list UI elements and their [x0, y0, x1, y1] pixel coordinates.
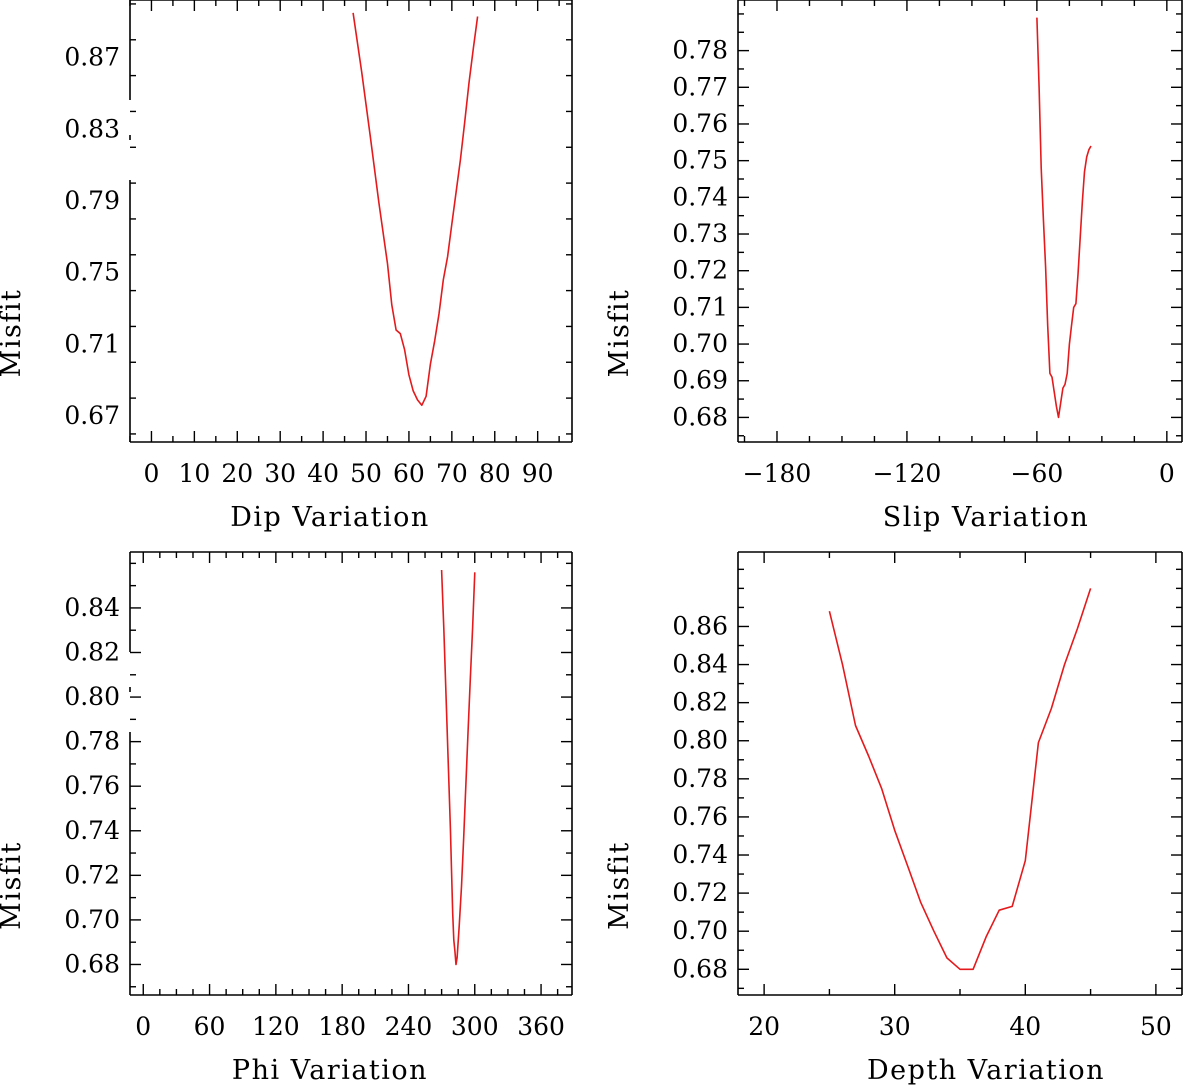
- dip-ytick-label: 0.71: [64, 329, 120, 358]
- phi-panel: 0 60 120 180 240 300 360 0.68 0.70 0.72 0.74 0.76 0.…: [0, 551, 573, 1086]
- dip-series-line: [352, 12, 479, 407]
- phi-y-axis-label: Misfit: [0, 841, 27, 930]
- slip-xtick-label: 0: [1159, 459, 1175, 488]
- phi-ytick-label: 0.76: [64, 771, 120, 800]
- depth-ytick-label: 0.86: [672, 611, 728, 640]
- slip-ytick-label: 0.68: [672, 402, 728, 431]
- slip-series-line: [1036, 17, 1092, 419]
- dip-ytick-label: 0.83: [64, 114, 120, 143]
- depth-xtick-label: 20: [748, 1012, 780, 1041]
- phi-xtick-label: 60: [194, 1012, 226, 1041]
- phi-xtick-label: 360: [517, 1012, 565, 1041]
- slip-panel: −180 −120 −60 0 0.68 0.69 0.70 0.71 0.72 0.73 0.74…: [604, 0, 1183, 533]
- dip-xtick-label: 0: [144, 459, 160, 488]
- slip-xtick-label: −180: [743, 459, 812, 488]
- depth-ytick-label: 0.84: [672, 650, 728, 679]
- depth-ytick-label: 0.76: [672, 802, 728, 831]
- dip-xtick-label: 10: [178, 459, 210, 488]
- dip-x-axis-label: Dip Variation: [230, 502, 430, 533]
- dip-xtick-label: 20: [221, 459, 253, 488]
- slip-ytick-label: 0.76: [672, 109, 728, 138]
- phi-xtick-label: 120: [252, 1012, 300, 1041]
- phi-xtick-label: 180: [318, 1012, 366, 1041]
- depth-series-line: [828, 588, 1092, 971]
- depth-panel: 20 30 40 50 0.68 0.70 0.72 0.74 0.76 0.78 0.80 0.82…: [604, 551, 1183, 1086]
- depth-ytick-label: 0.70: [672, 916, 728, 945]
- dip-panel: 0 10 20 30 40 50 60 70 80 90 0.67 0.71 0.75 0.79 0.83 0…: [0, 0, 573, 533]
- depth-xtick-label: 30: [879, 1012, 911, 1041]
- slip-ytick-label: 0.72: [672, 256, 728, 285]
- depth-ytick-label: 0.74: [672, 840, 728, 869]
- dip-xtick-label: 50: [350, 459, 382, 488]
- slip-xtick-label: −120: [873, 459, 942, 488]
- phi-ytick-label: 0.70: [64, 905, 120, 934]
- dip-xtick-label: 80: [479, 459, 511, 488]
- depth-ytick-label: 0.80: [672, 726, 728, 755]
- depth-xtick-label: 50: [1140, 1012, 1172, 1041]
- dip-ytick-label: 0.75: [64, 258, 120, 287]
- dip-xtick-label: 40: [307, 459, 339, 488]
- slip-ytick-label: 0.73: [672, 219, 728, 248]
- phi-xtick-label: 300: [451, 1012, 499, 1041]
- dip-ytick-label: 0.79: [64, 186, 120, 215]
- slip-ytick-label: 0.69: [672, 366, 728, 395]
- slip-ytick-label: 0.71: [672, 292, 728, 321]
- dip-xtick-label: 30: [264, 459, 296, 488]
- phi-ytick-label: 0.80: [64, 682, 120, 711]
- slip-y-axis-label: Misfit: [604, 289, 635, 378]
- slip-ytick-label: 0.77: [672, 72, 728, 101]
- dip-xtick-label: 90: [522, 459, 554, 488]
- depth-ytick-label: 0.82: [672, 688, 728, 717]
- depth-ytick-label: 0.72: [672, 878, 728, 907]
- dip-ytick-label: 0.67: [64, 401, 120, 430]
- phi-x-axis-label: Phi Variation: [232, 1055, 428, 1086]
- depth-ytick-label: 0.78: [672, 764, 728, 793]
- phi-ytick-label: 0.78: [64, 727, 120, 756]
- phi-ytick-label: 0.82: [64, 637, 120, 666]
- slip-xtick-label: −60: [1011, 459, 1064, 488]
- depth-x-axis-label: Depth Variation: [867, 1055, 1105, 1086]
- slip-ytick-label: 0.70: [672, 329, 728, 358]
- depth-y-axis-label: Misfit: [604, 841, 635, 930]
- depth-ytick-label: 0.68: [672, 954, 728, 983]
- slip-ytick-label: 0.75: [672, 146, 728, 175]
- phi-ytick-label: 0.68: [64, 949, 120, 978]
- phi-series-line: [440, 569, 476, 966]
- phi-ytick-label: 0.74: [64, 816, 120, 845]
- phi-xtick-label: 0: [135, 1012, 151, 1041]
- phi-ytick-label: 0.84: [64, 593, 120, 622]
- phi-xtick-label: 240: [385, 1012, 433, 1041]
- phi-ytick-label: 0.72: [64, 860, 120, 889]
- dip-ytick-label: 0.87: [64, 43, 120, 72]
- dip-y-axis-label: Misfit: [0, 289, 27, 378]
- dip-xtick-label: 60: [393, 459, 425, 488]
- slip-ytick-label: 0.74: [672, 182, 728, 211]
- slip-ytick-label: 0.78: [672, 36, 728, 65]
- depth-xtick-label: 40: [1009, 1012, 1041, 1041]
- dip-xtick-label: 70: [436, 459, 468, 488]
- slip-x-axis-label: Slip Variation: [883, 502, 1090, 533]
